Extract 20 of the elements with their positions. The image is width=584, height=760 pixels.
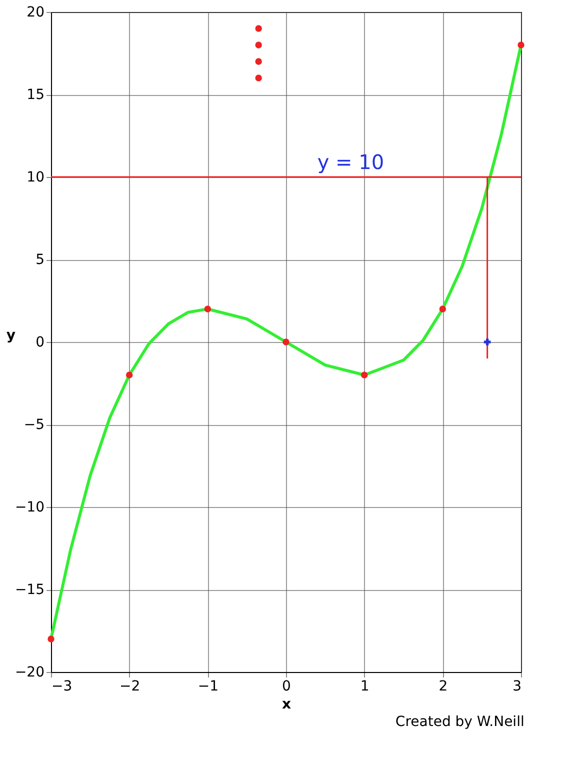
y-tick-label: −5 xyxy=(24,417,44,433)
x-tick-label: −1 xyxy=(198,678,218,694)
y-tick-label: 10 xyxy=(26,170,44,186)
x-tick-label: 2 xyxy=(438,678,448,694)
text: Created by W.Neill xyxy=(395,714,524,730)
y-axis-title: y xyxy=(6,328,16,344)
ref-line-label: y = 10 xyxy=(317,150,384,174)
y-tick-label: −15 xyxy=(14,582,44,598)
x-tick-label: −2 xyxy=(120,678,140,694)
x-tick-label: 1 xyxy=(360,678,370,694)
x-axis-title: x xyxy=(282,696,292,712)
y-tick-label: 20 xyxy=(26,4,44,20)
y-tick-label: 0 xyxy=(36,334,44,350)
x-tick-label: −3 xyxy=(52,678,72,694)
x-tick-label: 3 xyxy=(512,678,522,694)
y-tick-label: −10 xyxy=(14,500,44,516)
y-tick-label: 15 xyxy=(26,87,44,103)
y-tick-label: −20 xyxy=(14,664,44,680)
y-tick-label: 5 xyxy=(36,252,44,268)
x-tick-label: 0 xyxy=(282,678,291,694)
